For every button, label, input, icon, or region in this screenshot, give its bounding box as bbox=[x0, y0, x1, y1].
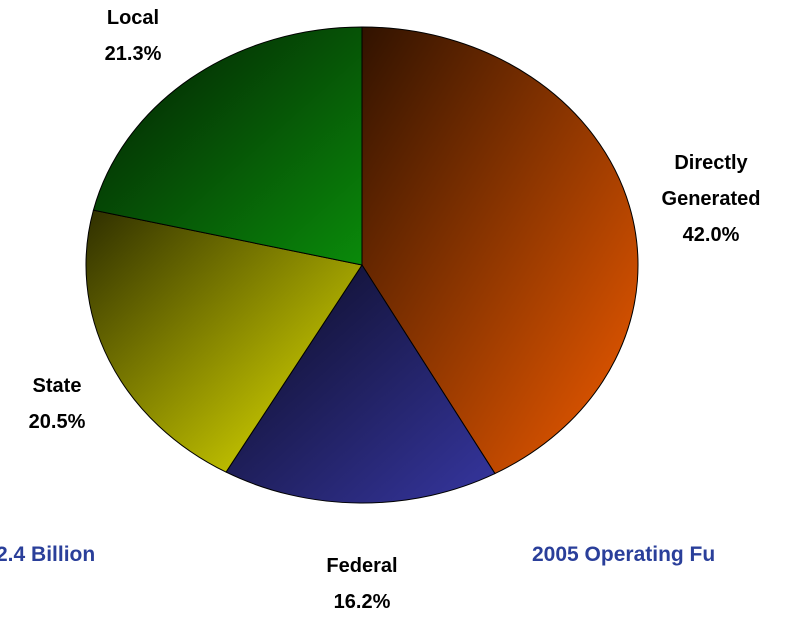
category-label: Federal bbox=[326, 555, 398, 577]
slice-shade bbox=[92, 26, 363, 266]
slice-label: Local 21.3% bbox=[58, 0, 208, 72]
value-label: 16.2% bbox=[333, 591, 391, 613]
value-label: 21.3% bbox=[104, 43, 162, 65]
slice-shade bbox=[361, 26, 639, 475]
slice-label: State 20.5% bbox=[0, 368, 132, 440]
annotation: 2.4 Billion bbox=[0, 543, 96, 566]
category-label: State bbox=[32, 375, 82, 397]
category-label: Local bbox=[106, 7, 160, 29]
annotation: 2005 Operating Fu bbox=[532, 543, 716, 566]
value-label: 42.0% bbox=[682, 224, 740, 246]
category-label: Directly Generated bbox=[661, 152, 761, 210]
slice-label: Federal 16.2% bbox=[287, 548, 437, 618]
value-label: 20.5% bbox=[28, 411, 86, 433]
slice-label: Directly Generated 42.0% bbox=[636, 145, 786, 253]
slice-shade bbox=[85, 209, 363, 473]
slice-shade bbox=[225, 264, 496, 504]
